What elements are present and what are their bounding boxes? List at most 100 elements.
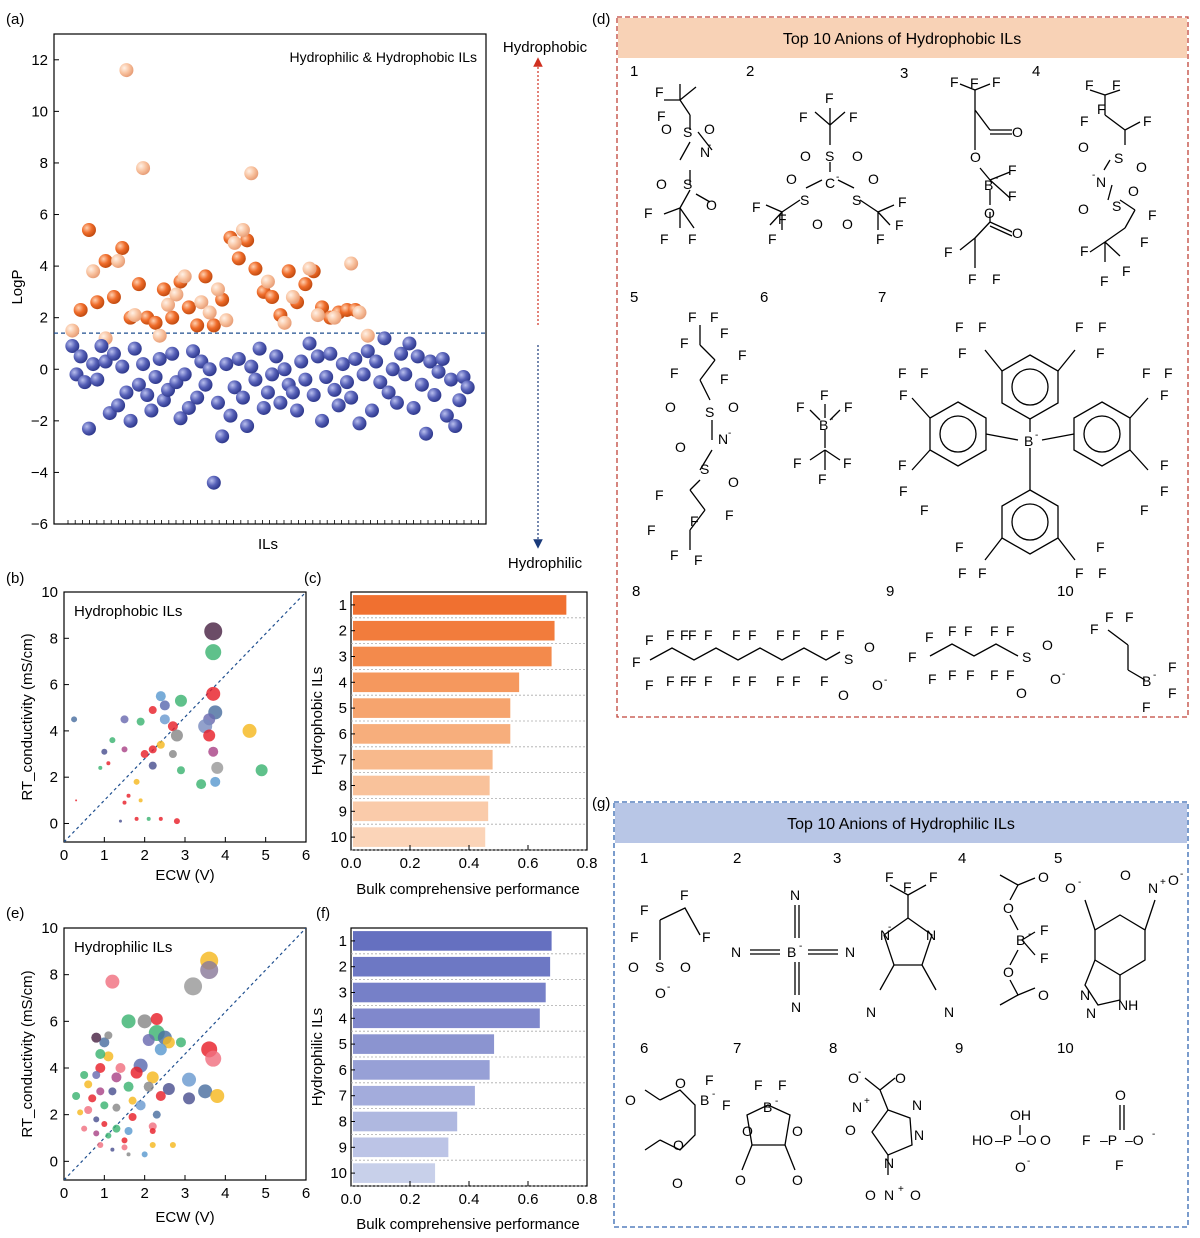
- bubble-point: [121, 1144, 128, 1151]
- svg-text:F: F: [666, 627, 675, 643]
- hydrophilic-arrow-label: Hydrophilic: [508, 555, 583, 572]
- hydrophilic-point: [215, 429, 230, 444]
- hydrophilic-point: [186, 344, 201, 359]
- hydrophilic-point: [144, 403, 159, 418]
- bubble-point: [170, 729, 183, 742]
- bubble-point: [198, 1084, 213, 1099]
- svg-text:O: O: [1016, 685, 1027, 701]
- ytick-label: 10: [41, 584, 58, 601]
- svg-text:N: N: [718, 431, 728, 447]
- svg-text:-: -: [1035, 430, 1038, 441]
- a-ytick-label: 2: [40, 310, 48, 327]
- hydrophilic-point: [94, 339, 109, 354]
- bubble-point: [123, 1081, 134, 1092]
- svg-text:O: O: [792, 1123, 803, 1139]
- hydrophobic-point: [181, 300, 196, 315]
- hydrophilic-point: [123, 413, 138, 428]
- hydrophilic-point: [106, 346, 121, 361]
- hydrophilic-point: [265, 367, 280, 382]
- svg-text:F: F: [1098, 319, 1107, 335]
- svg-text:O: O: [864, 639, 875, 655]
- bar-category-label: 10: [330, 829, 347, 846]
- svg-text:-: -: [995, 173, 998, 184]
- hydrophilic-point: [410, 349, 425, 364]
- bubble-point: [148, 761, 157, 770]
- hydrophilic-point: [348, 351, 363, 366]
- ytick-label: 2: [50, 1107, 58, 1124]
- panel-f-label: (f): [316, 905, 330, 922]
- panel-f-xlabel: Bulk comprehensive performance: [356, 1216, 579, 1233]
- svg-text:O: O: [868, 171, 879, 187]
- svg-text:F: F: [799, 109, 808, 125]
- bubble-point: [115, 1063, 126, 1073]
- svg-text:O: O: [845, 1122, 856, 1138]
- svg-text:+: +: [1160, 877, 1166, 888]
- bubble-point: [152, 1110, 161, 1119]
- bubble-point: [146, 816, 151, 821]
- svg-text:O: O: [842, 216, 853, 232]
- hydrophilic-point: [244, 359, 259, 374]
- svg-text:O: O: [1003, 964, 1014, 980]
- a-ytick-label: −6: [31, 516, 48, 533]
- svg-text:F: F: [680, 673, 689, 689]
- bubble-point: [156, 740, 165, 749]
- bubble-point: [104, 1031, 113, 1040]
- svg-text:F: F: [796, 399, 805, 415]
- bubble-point: [93, 1130, 100, 1137]
- bubble-point: [162, 1083, 175, 1095]
- bubble-point: [103, 1051, 114, 1062]
- bubble-point: [140, 750, 149, 759]
- xtick-label: 6: [302, 847, 310, 864]
- panel-d-header: Top 10 Anions of Hydrophobic ILs: [783, 31, 1021, 48]
- svg-text:F: F: [776, 673, 785, 689]
- svg-text:F: F: [1142, 365, 1151, 381]
- hydrophobic-light-point: [194, 295, 209, 310]
- svg-text:F: F: [702, 929, 711, 945]
- svg-text:F: F: [885, 869, 894, 885]
- bubble-point: [137, 1014, 152, 1029]
- bar: [353, 1085, 475, 1106]
- xtick-label: 0.4: [459, 1191, 480, 1208]
- bubble-point: [146, 1071, 159, 1084]
- svg-text:F: F: [768, 231, 777, 247]
- svg-text:–P: –P: [1100, 1132, 1117, 1148]
- diagonal-guide: [64, 928, 306, 1180]
- bar-category-label: 7: [339, 752, 347, 769]
- svg-text:-: -: [1078, 877, 1081, 888]
- hydrophobic-light-point: [161, 297, 176, 312]
- svg-text:O: O: [1050, 671, 1061, 687]
- svg-text:F: F: [836, 627, 845, 643]
- panel-b-ylabel: RT_conductivity (mS/cm): [19, 633, 36, 800]
- bubble-point: [105, 974, 120, 989]
- svg-text:F: F: [1168, 685, 1177, 701]
- xtick-label: 2: [140, 1185, 148, 1202]
- hydrophilic-point: [369, 354, 384, 369]
- svg-text:F: F: [820, 627, 829, 643]
- bubble-point: [148, 1122, 157, 1131]
- hydrophobic-point: [106, 290, 121, 305]
- panel-b-xlabel: ECW (V): [155, 867, 214, 884]
- bubble-point: [101, 748, 108, 755]
- bubble-point: [149, 1128, 156, 1134]
- svg-text:S: S: [825, 148, 834, 164]
- bubble-point: [136, 717, 145, 726]
- svg-text:N: N: [852, 1099, 862, 1115]
- bubble-point: [130, 1066, 143, 1079]
- hydrophobic-light-point: [119, 63, 134, 78]
- hydrophilic-point: [206, 475, 221, 490]
- hydrophilic-point: [115, 359, 130, 374]
- svg-text:F: F: [990, 667, 999, 683]
- hydrophobic-light-point: [310, 308, 325, 323]
- svg-text:F: F: [1142, 699, 1151, 715]
- panel-d-label: (d): [592, 11, 610, 28]
- svg-text:O: O: [792, 1172, 803, 1188]
- bubble-point: [168, 750, 177, 759]
- bubble-point: [204, 622, 223, 641]
- hydrophilic-point: [260, 385, 275, 400]
- svg-text:-: -: [1028, 929, 1031, 940]
- svg-text:F: F: [680, 887, 689, 903]
- svg-text:O: O: [852, 148, 863, 164]
- hydrophobic-light-point: [202, 305, 217, 320]
- bubble-point: [96, 1087, 105, 1096]
- svg-text:F: F: [1148, 207, 1157, 223]
